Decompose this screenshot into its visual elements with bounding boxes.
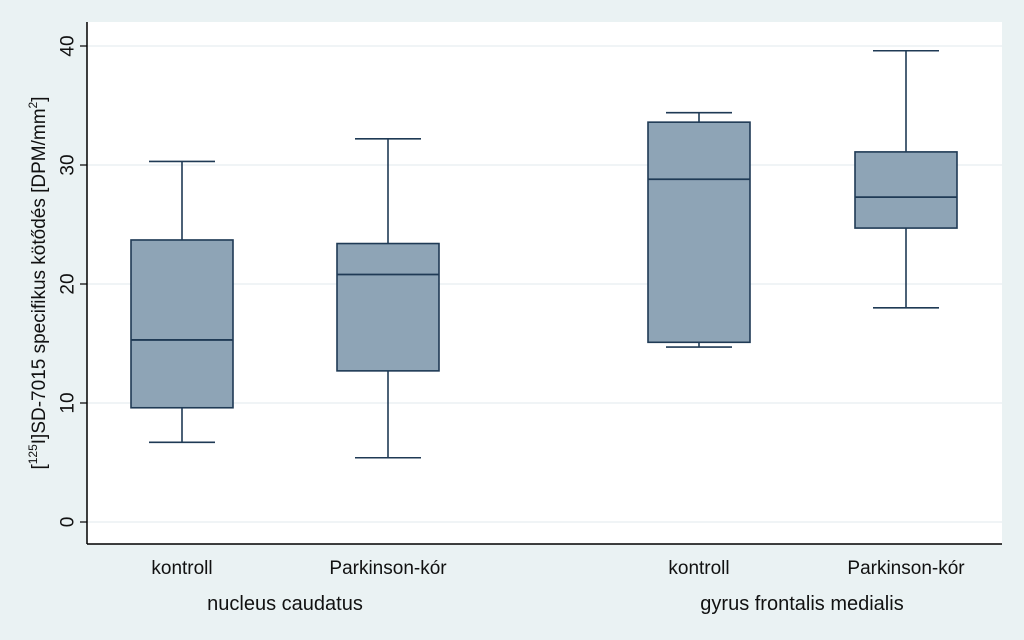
box-iqr (130, 239, 234, 409)
y-axis-label-suffix: ] (29, 96, 50, 101)
category-label: kontroll (668, 558, 729, 579)
box-2 (336, 138, 440, 459)
y-ticks: 0 10 20 30 40 (58, 35, 87, 527)
group-label: gyrus frontalis medialis (700, 593, 903, 615)
box-1 (130, 160, 234, 444)
y-axis-label: [125I]SD-7015 specifikus kötődés [DPM/mm… (26, 96, 50, 469)
y-axis-label-main: I]SD-7015 specifikus kötődés [DPM/mm (29, 108, 50, 444)
y-axis-label-superscript: 125 (26, 444, 40, 464)
y-tick-label: 10 (58, 392, 79, 413)
grid-lines (87, 45, 1002, 523)
boxes (130, 49, 958, 459)
box-3 (647, 111, 751, 348)
box-iqr (854, 151, 958, 229)
box-4 (854, 49, 958, 309)
y-tick-label: 30 (58, 154, 79, 175)
group-label: nucleus caudatus (207, 593, 363, 615)
category-label: Parkinson-kór (329, 558, 447, 579)
y-axis-label-prefix: [ (29, 464, 50, 470)
category-label: Parkinson-kór (847, 558, 965, 579)
category-label: kontroll (151, 558, 212, 579)
y-tick-label: 20 (58, 273, 79, 294)
y-tick-label: 0 (58, 517, 79, 528)
plot-area (87, 22, 1002, 544)
y-axis-label-unit-superscript: 2 (26, 101, 40, 108)
y-tick-label: 40 (58, 35, 79, 56)
box-iqr (647, 121, 751, 344)
box-iqr (336, 242, 440, 372)
category-labels: kontroll Parkinson-kór nucleus caudatus kon… (151, 558, 965, 615)
